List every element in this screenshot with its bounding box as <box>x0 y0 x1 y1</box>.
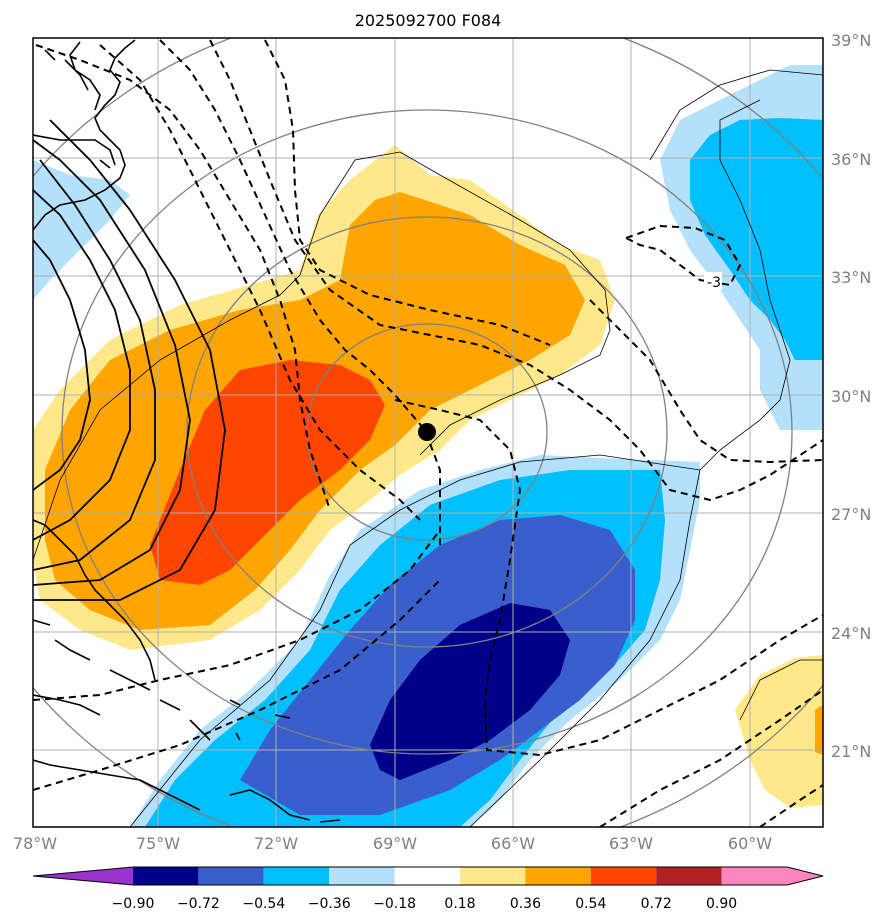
colorbar-tick-label: 0.36 <box>510 896 541 912</box>
colorbar-segment <box>525 867 591 885</box>
colorbar-segment <box>394 867 460 885</box>
lat-label: 30°N <box>831 387 871 406</box>
contour-label-background <box>704 272 722 290</box>
range-ring <box>61 109 793 755</box>
colorbar-segment <box>263 867 330 885</box>
storm-center-dot-icon <box>418 423 436 441</box>
colorbar-segment <box>721 867 787 885</box>
solid-contour <box>33 239 91 491</box>
colorbar-tick-label: 0.18 <box>444 896 475 912</box>
lat-label: 24°N <box>831 624 871 643</box>
fill-pos-036-southeast <box>815 705 823 755</box>
dashed-contour <box>35 44 331 511</box>
colorbar-tick-label: −0.90 <box>112 896 155 912</box>
coastline-us-northeast <box>33 134 116 169</box>
fill-neg-072 <box>370 603 570 780</box>
colorbar-segment <box>460 867 526 885</box>
dashed-contour <box>209 39 823 502</box>
lon-label: 69°W <box>373 834 417 853</box>
map-title: 2025092700 F084 <box>355 11 502 30</box>
lat-label: 27°N <box>831 505 871 524</box>
dashed-contour <box>159 39 441 550</box>
colorbar-tick-label: −0.36 <box>308 896 351 912</box>
thin-contour <box>33 151 611 561</box>
dashed-contour <box>33 529 441 701</box>
lat-label: 21°N <box>831 742 871 761</box>
longitude-labels: 78°W 75°W 72°W 69°W 66°W 63°W 60°W <box>13 834 772 853</box>
thin-contour <box>739 659 823 721</box>
colorbar-segment <box>656 867 722 885</box>
thin-contours <box>33 69 823 827</box>
colorbar-extend-high <box>787 867 823 885</box>
lon-label: 72°W <box>254 834 298 853</box>
lat-label: 33°N <box>831 268 871 287</box>
colorbar-segment <box>590 867 657 885</box>
colorbar-tick-label: 0.72 <box>641 896 672 912</box>
thin-contour <box>649 69 823 161</box>
thin-contour <box>469 469 701 827</box>
coastline-florida <box>33 519 156 681</box>
thin-contour <box>129 99 791 827</box>
coastline-bahamas <box>33 619 211 741</box>
coastline-islands <box>229 699 291 741</box>
solid-contour <box>33 139 191 586</box>
colorbar-segment <box>133 867 199 885</box>
lon-label: 66°W <box>491 834 535 853</box>
lon-label: 78°W <box>13 834 57 853</box>
dashed-contour <box>599 689 823 827</box>
coastlines <box>33 39 341 823</box>
dashed-contour <box>33 579 441 791</box>
lon-label: 63°W <box>609 834 653 853</box>
range-ring <box>186 216 668 648</box>
dashed-contours <box>33 39 823 827</box>
lon-label: 75°W <box>136 834 180 853</box>
solid-contour <box>33 189 131 541</box>
dashed-contour <box>394 399 823 757</box>
gridlines <box>33 38 823 827</box>
contour-label: -3 <box>707 275 721 291</box>
coastline-caribbean <box>33 694 341 823</box>
colorbar-outline <box>32 866 824 886</box>
lat-label: 39°N <box>831 31 871 50</box>
coastline-us-east <box>33 39 136 231</box>
colorbar-segment <box>329 867 395 885</box>
lon-label: 60°W <box>728 834 772 853</box>
dashed-contour <box>623 224 742 287</box>
map-frame <box>32 37 824 828</box>
filled-contours <box>33 65 823 827</box>
dashed-contour <box>99 44 421 521</box>
dashed-contour <box>759 784 823 827</box>
colorbar-tick-label: −0.72 <box>177 896 220 912</box>
lat-label: 36°N <box>831 150 871 169</box>
map-area: -3 <box>33 38 823 827</box>
colorbar: −0.90 −0.72 −0.54 −0.36 −0.18 0.18 0.36 … <box>32 866 824 912</box>
solid-contour <box>33 159 156 571</box>
fill-neg-018-northwest <box>33 160 130 300</box>
colorbar-tick-label: 0.90 <box>706 896 737 912</box>
colorbar-segment <box>198 867 264 885</box>
latitude-labels: 39°N 36°N 33°N 30°N 27°N 24°N 21°N <box>831 31 871 761</box>
colorbar-tick-label: −0.18 <box>373 896 416 912</box>
colorbar-tick-label: 0.54 <box>575 896 606 912</box>
dashed-contour <box>589 299 823 464</box>
solid-contour <box>33 119 226 601</box>
colorbar-extend-low <box>33 867 133 885</box>
fill-neg-036-northeast <box>690 118 823 360</box>
fill-pos-054 <box>150 360 385 585</box>
colorbar-tick-label: −0.54 <box>242 896 285 912</box>
solid-contours <box>33 119 226 601</box>
